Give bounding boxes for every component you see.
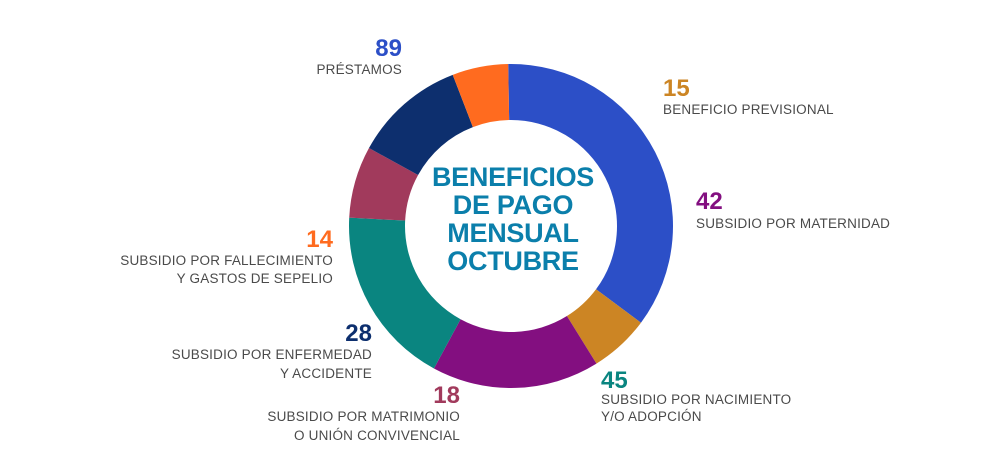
center-title-line-4: OCTUBRE bbox=[447, 246, 578, 276]
center-title-line-2: DE PAGO bbox=[453, 190, 573, 220]
slice-category-label-4-line-2: Y/O ADOPCIÓN bbox=[601, 409, 702, 424]
slice-value-label-6: 28 bbox=[345, 320, 372, 347]
slice-category-label-6-line-1: SUBSIDIO POR ENFERMEDAD bbox=[172, 347, 372, 362]
slice-7 bbox=[452, 64, 510, 128]
slice-3 bbox=[433, 316, 597, 388]
center-title-line-3: MENSUAL bbox=[447, 218, 578, 248]
slice-category-label-5-line-2: O UNIÓN CONVIVENCIAL bbox=[294, 428, 460, 443]
donut-slices bbox=[349, 64, 673, 388]
slice-category-label-1-line-1: PRÉSTAMOS bbox=[316, 62, 402, 77]
center-title-line-1: BENEFICIOS bbox=[432, 162, 594, 192]
slice-category-label-2-line-1: BENEFICIO PREVISIONAL bbox=[663, 102, 834, 117]
slice-value-label-5: 18 bbox=[433, 382, 460, 409]
center-title: BENEFICIOS DE PAGO MENSUAL OCTUBRE bbox=[432, 162, 594, 276]
slice-value-label-7: 14 bbox=[306, 226, 333, 253]
slice-category-label-5-line-1: SUBSIDIO POR MATRIMONIO bbox=[267, 409, 460, 424]
slice-category-label-7-line-2: Y GASTOS DE SEPELIO bbox=[177, 271, 333, 286]
slice-4 bbox=[349, 217, 461, 369]
slice-value-label-1: 89 bbox=[375, 35, 402, 62]
slice-6 bbox=[368, 74, 473, 175]
slice-category-label-3-line-1: SUBSIDIO POR MATERNIDAD bbox=[696, 216, 890, 231]
slice-category-label-4-line-1: SUBSIDIO POR NACIMIENTO bbox=[601, 392, 791, 407]
slice-5 bbox=[349, 148, 419, 221]
slice-category-label-7-line-1: SUBSIDIO POR FALLECIMIENTO bbox=[120, 253, 333, 268]
slice-value-label-2: 15 bbox=[663, 75, 690, 102]
slice-value-label-3: 42 bbox=[696, 188, 723, 215]
slice-value-label-4: 45 bbox=[601, 367, 628, 394]
slice-2 bbox=[566, 289, 641, 364]
slice-category-label-6-line-2: Y ACCIDENTE bbox=[280, 366, 372, 381]
slice-1 bbox=[508, 64, 673, 323]
